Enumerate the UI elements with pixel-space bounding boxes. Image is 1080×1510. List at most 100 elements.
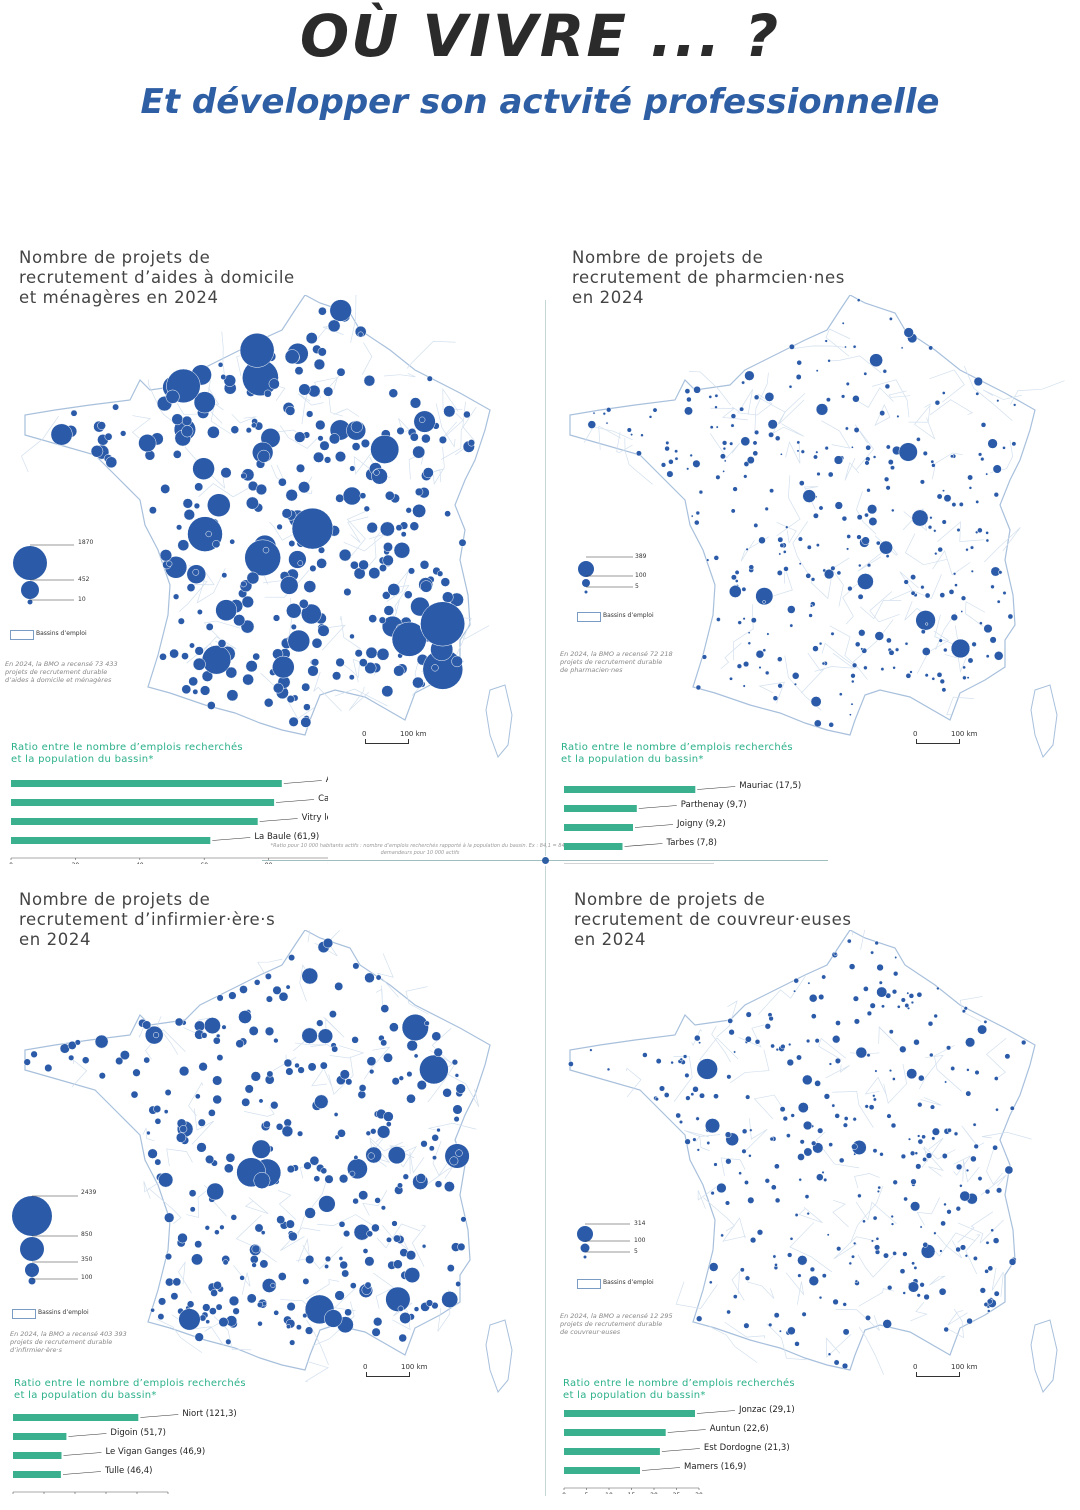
bassin-border — [235, 1214, 277, 1263]
recruitment-dot — [670, 1060, 674, 1065]
recruitment-dot — [827, 471, 834, 478]
recruitment-dot — [1002, 590, 1007, 596]
recruitment-dot — [985, 654, 990, 659]
bassin-border — [833, 1236, 876, 1260]
recruitment-dot — [285, 1067, 294, 1076]
recruitment-dot — [879, 1152, 884, 1157]
recruitment-dot — [762, 600, 766, 604]
recruitment-dot — [400, 531, 407, 538]
recruitment-dot — [228, 1295, 240, 1307]
recruitment-dot — [350, 560, 359, 570]
recruitment-dot — [902, 1251, 908, 1257]
bar-leader-line — [667, 1429, 706, 1433]
recruitment-dot — [368, 567, 381, 580]
x-tick-label: 0 — [9, 862, 13, 864]
recruitment-dot — [965, 547, 969, 552]
recruitment-dot — [772, 1254, 777, 1259]
recruitment-dot — [302, 1277, 310, 1285]
recruitment-dot — [130, 1090, 139, 1099]
recruitment-dot — [369, 1068, 375, 1075]
recruitment-dot — [286, 1302, 296, 1312]
bassin-border — [821, 420, 851, 449]
recruitment-dot — [812, 512, 819, 519]
bmo-note: En 2024, la BMO a recensé 72 218 projets… — [560, 650, 673, 674]
legend-value: 350 — [81, 1256, 93, 1263]
recruitment-dot — [311, 637, 323, 649]
recruitment-dot — [320, 1167, 328, 1175]
recruitment-dot — [244, 1084, 254, 1094]
recruitment-dot — [907, 1137, 912, 1141]
recruitment-dot — [724, 1131, 732, 1138]
recruitment-dot — [216, 1054, 224, 1062]
bar-label: Cahors (81,7) — [318, 794, 328, 804]
recruitment-dot — [317, 435, 324, 442]
recruitment-dot — [904, 641, 909, 646]
recruitment-dot — [885, 485, 891, 491]
ratio-bar — [13, 1471, 61, 1478]
recruitment-dot — [737, 620, 742, 625]
recruitment-dot — [774, 435, 781, 442]
recruitment-dot — [818, 1295, 823, 1300]
bassin-border — [798, 1207, 823, 1224]
bassin-border — [306, 1319, 329, 1366]
bassin-border — [166, 1148, 193, 1167]
recruitment-dot — [1004, 1053, 1011, 1060]
recruitment-dot — [331, 1045, 339, 1053]
recruitment-dot — [416, 1173, 426, 1184]
recruitment-dot — [910, 1201, 921, 1212]
recruitment-dot — [383, 542, 393, 552]
recruitment-dot — [832, 1035, 841, 1044]
recruitment-dot — [442, 591, 454, 603]
recruitment-dot — [328, 1010, 337, 1019]
recruitment-dot — [288, 540, 296, 547]
recruitment-dot — [421, 433, 431, 444]
recruitment-dot — [23, 1058, 31, 1066]
recruitment-dot — [426, 375, 433, 382]
recruitment-dot — [295, 1324, 302, 1331]
recruitment-dot — [684, 1138, 691, 1145]
divider-center-dot — [542, 857, 549, 864]
recruitment-dot — [732, 486, 738, 492]
recruitment-dot — [856, 534, 862, 540]
recruitment-dot — [708, 1280, 713, 1285]
recruitment-dot — [199, 1314, 207, 1322]
recruitment-dot — [985, 1240, 990, 1245]
recruitment-dot — [961, 1009, 966, 1014]
bassin-border — [963, 365, 1013, 421]
recruitment-dot — [755, 587, 774, 606]
recruitment-dot — [630, 433, 634, 437]
bassin-border — [766, 1323, 807, 1361]
bassin-border — [916, 630, 950, 674]
recruitment-dot — [818, 505, 824, 511]
recruitment-dot — [401, 1013, 429, 1042]
recruitment-dot — [695, 684, 702, 691]
bassin-border — [815, 1131, 860, 1169]
recruitment-dot — [449, 1156, 459, 1166]
recruitment-dot — [343, 1230, 351, 1238]
recruitment-dot — [872, 1148, 878, 1154]
recruitment-dot — [995, 1107, 999, 1112]
recruitment-dot — [952, 572, 957, 576]
recruitment-dot — [587, 420, 597, 429]
bassin-border — [933, 1045, 962, 1092]
recruitment-dot — [386, 1236, 392, 1243]
recruitment-dot — [749, 1128, 753, 1132]
recruitment-dot — [772, 695, 779, 701]
recruitment-dot — [189, 642, 195, 649]
recruitment-dot — [188, 676, 199, 687]
recruitment-dot — [924, 673, 929, 678]
recruitment-dot — [287, 629, 311, 653]
recruitment-dot — [285, 1219, 295, 1229]
recruitment-dot — [925, 1152, 933, 1159]
bassin-border — [432, 447, 445, 485]
recruitment-dot — [332, 671, 342, 681]
map-title: Nombre de projets de recrutement de couv… — [574, 890, 852, 949]
recruitment-dot — [207, 425, 220, 439]
recruitment-dot — [368, 614, 378, 623]
recruitment-dot — [451, 655, 463, 668]
bassin-border — [673, 1056, 693, 1102]
quadrant-pharmaciens: Nombre de projets de recrutement de phar… — [545, 240, 1080, 880]
recruitment-dot — [791, 672, 800, 680]
recruitment-dot — [317, 624, 330, 637]
ratio-bar — [564, 1410, 695, 1417]
